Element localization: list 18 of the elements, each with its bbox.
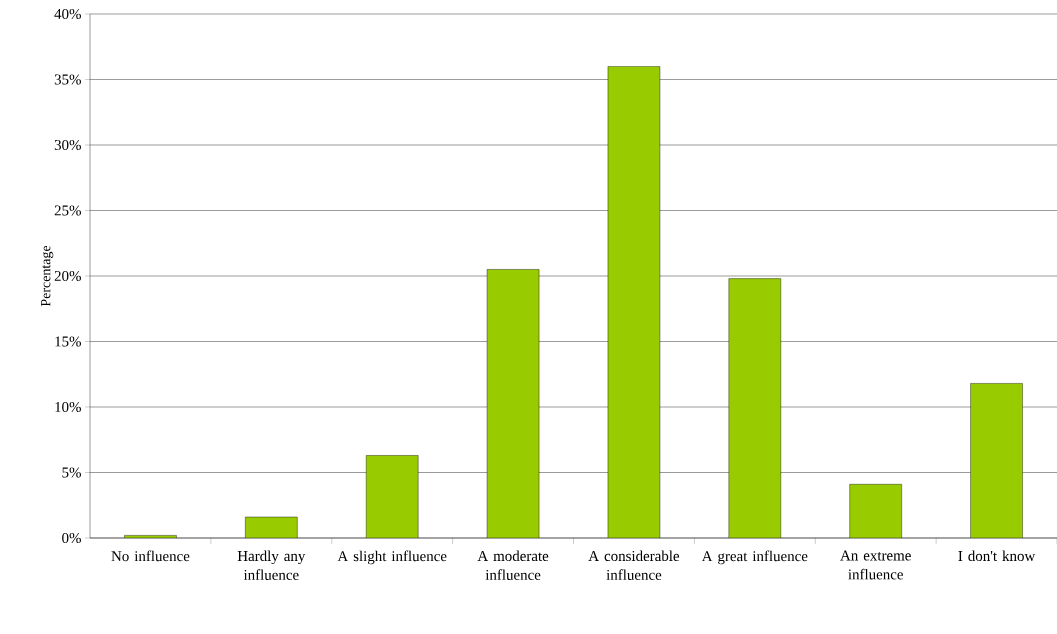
y-tick-label: 10% [55, 401, 81, 413]
y-tick-label: 20% [54, 270, 81, 282]
x-tick-label: A slight influence [337, 550, 447, 565]
y-tick-label: 35% [54, 74, 81, 85]
y-axis-title: Percentage [41, 245, 54, 307]
x-tick-label: Hardly any influence [237, 550, 306, 580]
y-tick-label: 5% [62, 467, 81, 478]
x-tick-label: A moderate influence [477, 550, 549, 580]
x-tick-label: I don't know [958, 550, 1036, 562]
y-tick-label: 15% [55, 336, 81, 347]
x-tick-label: A considerable influence [588, 550, 680, 580]
x-tick-label: A great influence [701, 550, 808, 565]
x-tick-label: An extreme influence [840, 550, 911, 580]
y-tick-label: 0% [62, 532, 81, 544]
y-tick-label: 30% [54, 139, 81, 151]
x-tick-label: No influence [111, 550, 190, 562]
y-tick-label: 25% [54, 205, 81, 216]
y-tick-label: 40% [54, 8, 81, 20]
